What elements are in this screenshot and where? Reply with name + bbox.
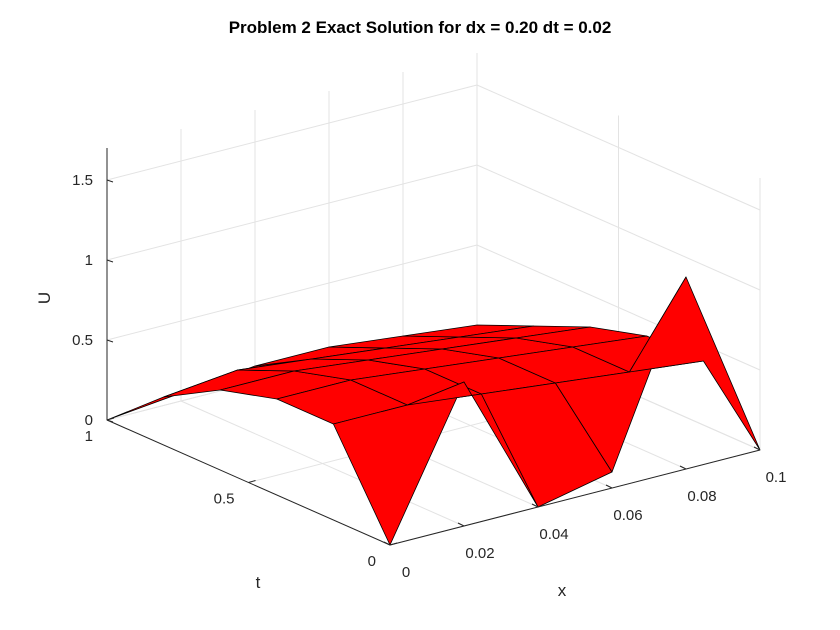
- x-tick-1: [457, 522, 465, 527]
- z-tick-2: [106, 259, 114, 263]
- x-tick-5: [753, 446, 761, 451]
- t-axis-label: t: [256, 573, 261, 592]
- x-axis-line: [389, 449, 761, 546]
- t-tick-label-0: 0: [368, 553, 376, 570]
- t-tick-0: [389, 542, 398, 546]
- t-tick-2: [106, 417, 115, 421]
- z-tick-label-2: 1: [85, 252, 93, 269]
- z-tick-label-1: 0.5: [72, 332, 93, 349]
- t-tick-label-2: 1: [85, 428, 93, 445]
- z-tick-1: [106, 339, 114, 343]
- grid-backwall-z-1: [106, 244, 478, 341]
- x-tick-label-1: 0.02: [465, 545, 494, 562]
- x-tick-0: [383, 541, 391, 546]
- chart-title: Problem 2 Exact Solution for dx = 0.20 d…: [228, 18, 612, 37]
- surface-patch-4-4: [629, 276, 761, 451]
- t-tick-label-1: 0.5: [214, 491, 235, 508]
- z-tick-label-3: 1.5: [72, 172, 93, 189]
- grid-sidewall-z-2: [476, 164, 761, 291]
- x-tick-label-0: 0: [402, 564, 410, 581]
- grid-backwall-z-3: [106, 84, 478, 181]
- x-tick-label-2: 0.04: [539, 526, 568, 543]
- x-tick-3: [605, 484, 613, 489]
- x-tick-label-4: 0.08: [687, 488, 716, 505]
- z-tick-label-0: 0: [85, 412, 93, 429]
- grid-sidewall-z-3: [476, 84, 761, 211]
- x-tick-2: [531, 503, 539, 508]
- grid-backwall-z-2: [106, 164, 478, 261]
- t-tick-1: [248, 480, 256, 483]
- x-tick-label-5: 0.1: [766, 469, 787, 486]
- z-tick-3: [106, 179, 114, 183]
- z-tick-0: [106, 419, 114, 423]
- x-tick-label-3: 0.06: [613, 507, 642, 524]
- z-axis-label: U: [35, 292, 54, 304]
- x-axis-label: x: [558, 581, 567, 600]
- x-tick-4: [679, 465, 687, 470]
